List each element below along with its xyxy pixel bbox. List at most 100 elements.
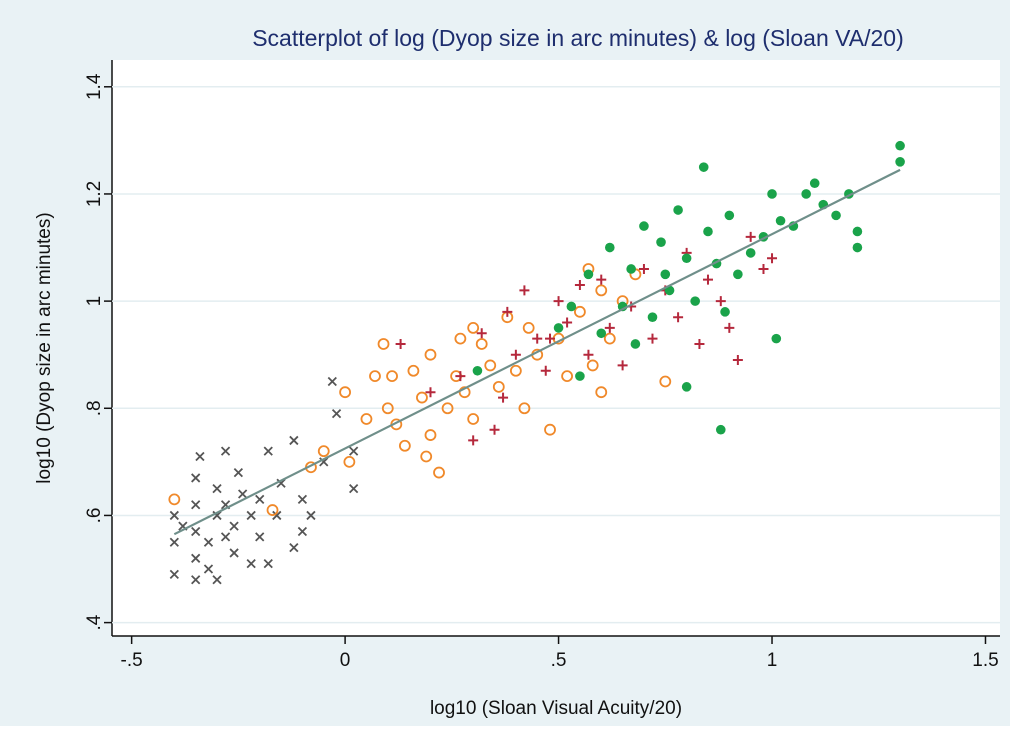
point bbox=[596, 274, 607, 285]
point bbox=[229, 521, 239, 531]
point bbox=[698, 162, 709, 172]
point bbox=[398, 439, 411, 452]
point bbox=[168, 493, 181, 506]
point bbox=[522, 322, 535, 334]
point bbox=[518, 402, 531, 415]
point bbox=[574, 305, 586, 318]
point bbox=[433, 466, 445, 479]
point bbox=[424, 348, 437, 361]
point bbox=[246, 559, 256, 569]
point bbox=[306, 510, 316, 521]
point bbox=[319, 457, 329, 467]
point bbox=[519, 285, 530, 296]
plot-area bbox=[112, 60, 1000, 636]
point bbox=[715, 296, 726, 307]
point bbox=[715, 424, 726, 435]
point bbox=[603, 332, 616, 345]
point bbox=[220, 532, 231, 542]
point bbox=[767, 253, 778, 264]
point bbox=[272, 510, 282, 521]
point bbox=[673, 312, 684, 323]
point bbox=[562, 317, 573, 328]
point bbox=[360, 413, 373, 425]
point bbox=[458, 386, 471, 399]
point bbox=[169, 569, 179, 580]
point bbox=[369, 370, 381, 383]
point bbox=[809, 178, 820, 189]
point bbox=[191, 526, 201, 537]
point bbox=[604, 242, 615, 253]
point bbox=[660, 269, 671, 280]
x-tick-label: 1.5 bbox=[972, 650, 998, 671]
point bbox=[297, 526, 308, 537]
point bbox=[476, 328, 487, 339]
point bbox=[425, 387, 436, 398]
point bbox=[801, 189, 811, 199]
point bbox=[681, 253, 692, 264]
point bbox=[407, 364, 420, 377]
point bbox=[656, 237, 666, 247]
point bbox=[617, 360, 628, 371]
point bbox=[510, 349, 521, 360]
point bbox=[191, 575, 201, 585]
point bbox=[489, 424, 500, 435]
point bbox=[583, 269, 594, 280]
point bbox=[276, 478, 286, 488]
point bbox=[255, 532, 265, 542]
x-tick-label: 1 bbox=[767, 650, 778, 671]
point bbox=[220, 446, 231, 456]
point bbox=[498, 392, 509, 403]
y-axis-label: log10 (Dyop size in arc minutes) bbox=[34, 212, 55, 483]
point bbox=[297, 494, 308, 505]
point bbox=[349, 484, 359, 494]
point bbox=[212, 575, 222, 585]
point bbox=[758, 263, 769, 274]
point bbox=[553, 323, 564, 333]
point bbox=[289, 542, 299, 553]
point bbox=[455, 371, 466, 382]
point bbox=[377, 338, 390, 350]
x-tick-label: 0 bbox=[340, 650, 351, 671]
point bbox=[484, 359, 497, 372]
fit-line bbox=[173, 168, 901, 536]
point bbox=[724, 210, 735, 221]
point bbox=[191, 553, 201, 563]
point bbox=[895, 157, 905, 167]
point bbox=[339, 386, 352, 399]
point bbox=[673, 205, 683, 215]
point bbox=[638, 263, 649, 274]
y-tick-label: 1.2 bbox=[84, 181, 105, 207]
point bbox=[349, 446, 359, 456]
point bbox=[767, 189, 777, 199]
point bbox=[703, 226, 713, 237]
y-tick-label: .6 bbox=[84, 508, 105, 524]
point bbox=[233, 467, 244, 478]
point bbox=[681, 382, 692, 392]
point bbox=[195, 451, 205, 462]
point bbox=[775, 215, 786, 226]
point bbox=[831, 210, 841, 221]
point bbox=[420, 450, 433, 463]
point bbox=[566, 301, 577, 312]
point bbox=[266, 504, 279, 516]
x-tick-label: .5 bbox=[551, 650, 567, 671]
point bbox=[745, 248, 756, 258]
point bbox=[454, 332, 467, 345]
point bbox=[586, 359, 599, 372]
point bbox=[169, 537, 179, 547]
point bbox=[720, 307, 730, 317]
point bbox=[540, 365, 551, 376]
point bbox=[733, 269, 743, 280]
point bbox=[852, 242, 863, 253]
point bbox=[647, 312, 658, 322]
point bbox=[583, 349, 594, 360]
point bbox=[852, 226, 863, 237]
point bbox=[595, 386, 608, 399]
point bbox=[702, 274, 713, 285]
point bbox=[191, 500, 201, 510]
y-tick-label: 1 bbox=[84, 296, 105, 307]
point bbox=[724, 322, 735, 333]
point bbox=[255, 494, 265, 505]
point bbox=[343, 455, 356, 468]
